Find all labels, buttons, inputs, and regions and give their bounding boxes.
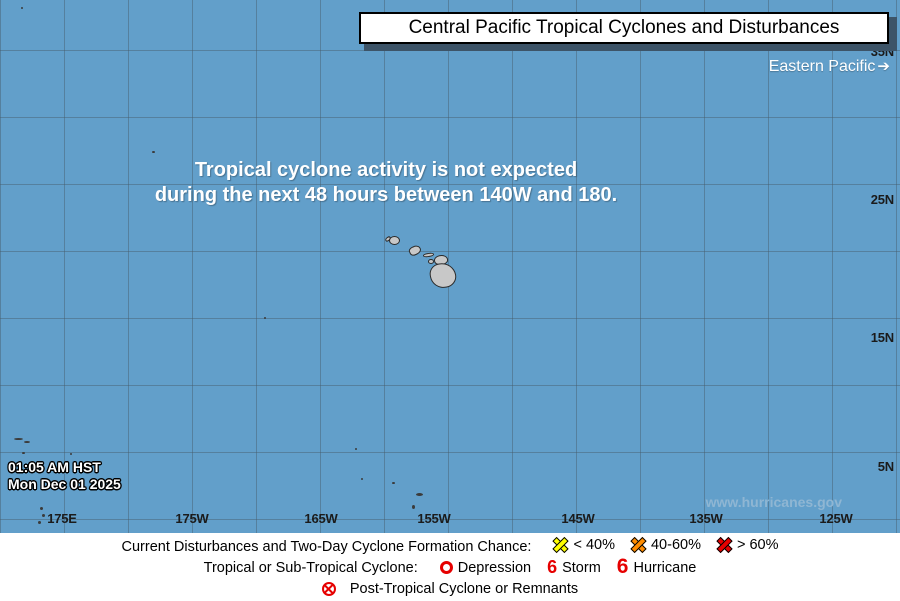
gridline-horizontal [0, 385, 900, 386]
site-watermark: www.hurricanes.gov [705, 494, 842, 510]
longitude-label: 155W [417, 511, 451, 526]
atoll-speck [412, 505, 415, 509]
legend-cyclone-label: Hurricane [633, 559, 697, 576]
legend-cyclone-entry: 6 Storm [547, 557, 601, 577]
legend-cyclone-type-label: Tropical or Sub-Tropical Cyclone: [203, 559, 418, 576]
atoll-speck [42, 514, 45, 517]
atoll-speck [40, 507, 43, 510]
legend-panel: Current Disturbances and Two-Day Cyclone… [0, 533, 900, 601]
title-box: Central Pacific Tropical Cyclones and Di… [359, 12, 889, 44]
gridline-vertical [384, 0, 385, 533]
legend-cyclone-label: Depression [457, 559, 532, 576]
atoll-speck [70, 453, 72, 455]
gridline-vertical [768, 0, 769, 533]
gridline-vertical [512, 0, 513, 533]
legend-chance-entries: < 40% 40-60% > 60% [537, 536, 779, 557]
gridline-horizontal [0, 519, 900, 520]
gridline-vertical [0, 0, 1, 533]
atoll-speck [24, 441, 30, 443]
arrow-right-icon: ➔ [877, 58, 890, 75]
storm-icon: 6 [547, 557, 558, 577]
atoll-speck [21, 7, 23, 9]
legend-row-formation-chance: Current Disturbances and Two-Day Cyclone… [0, 536, 900, 557]
page-title: Central Pacific Tropical Cyclones and Di… [408, 17, 840, 38]
timestamp-time: 01:05 AM HST [8, 459, 101, 475]
longitude-label: 175E [47, 511, 77, 526]
atoll-speck [264, 317, 266, 319]
gridline-vertical [576, 0, 577, 533]
island-oahu [407, 243, 423, 258]
legend-cyclone-entry: 6 Hurricane [616, 555, 697, 578]
x-marker-icon [552, 536, 570, 553]
legend-chance-label: 40-60% [650, 536, 701, 553]
depression-icon [439, 561, 453, 574]
gridline-vertical [832, 0, 833, 533]
gridline-horizontal [0, 452, 900, 453]
atoll-speck [392, 482, 395, 484]
gridline-horizontal [0, 117, 900, 118]
latitude-label: 25N [870, 192, 894, 207]
longitude-label: 145W [561, 511, 595, 526]
gridline-vertical [640, 0, 641, 533]
legend-chance-label: > 60% [736, 536, 779, 553]
atoll-speck [22, 452, 25, 454]
atoll-speck [416, 493, 423, 496]
map-canvas[interactable]: 35N 25N 15N 5N 175E 175W 165W 155W 145W 135W 125W… [0, 0, 900, 533]
longitude-label: 135W [689, 511, 723, 526]
x-marker-icon [630, 536, 647, 553]
legend-cyclone-entries: Depression 6 Storm 6 Hurricane [424, 555, 697, 578]
longitude-label: 165W [304, 511, 338, 526]
gridline-vertical [320, 0, 321, 533]
legend-formation-chance-label: Current Disturbances and Two-Day Cyclone… [121, 538, 532, 555]
post-tropical-icon [321, 581, 336, 596]
atoll-speck [361, 478, 363, 480]
atoll-speck [355, 448, 357, 450]
gridline-horizontal [0, 184, 900, 185]
legend-cyclone-entry: Depression [439, 559, 532, 576]
atoll-speck [14, 438, 23, 440]
eastern-pacific-link[interactable]: Eastern Pacific ➔ [769, 57, 890, 76]
timestamp: 01:05 AM HST Mon Dec 01 2025 [8, 459, 121, 493]
island-kauai [389, 236, 400, 245]
atoll-speck [152, 151, 155, 153]
atoll-speck [38, 521, 41, 524]
island-hawaii [428, 260, 458, 291]
advisory-message: Tropical cyclone activity is not expecte… [0, 158, 772, 208]
latitude-label: 15N [870, 330, 894, 345]
legend-row-post-tropical: Post-Tropical Cyclone or Remnants [0, 578, 900, 599]
hurricane-icon: 6 [616, 555, 629, 578]
latitude-label: 5N [877, 459, 894, 474]
legend-row-cyclone-types: Tropical or Sub-Tropical Cyclone: Depres… [0, 555, 900, 578]
gridline-vertical [128, 0, 129, 533]
gridline-vertical [192, 0, 193, 533]
legend-chance-entry: 40-60% [630, 536, 701, 553]
legend-cyclone-label: Storm [562, 560, 601, 576]
legend-chance-label: < 40% [573, 536, 615, 553]
x-marker-icon [716, 536, 733, 553]
gridline-vertical [256, 0, 257, 533]
gridline-horizontal [0, 318, 900, 319]
gridline-vertical [896, 0, 897, 533]
gridline-horizontal [0, 251, 900, 252]
legend-chance-entry: < 40% [552, 536, 615, 553]
longitude-label: 175W [175, 511, 209, 526]
island-molokai [422, 252, 435, 258]
advisory-message-line1: Tropical cyclone activity is not expecte… [194, 159, 578, 181]
legend-chance-entry: > 60% [716, 536, 779, 553]
advisory-message-line2: during the next 48 hours between 140W an… [154, 184, 618, 206]
longitude-label: 125W [819, 511, 853, 526]
gridline-vertical [704, 0, 705, 533]
timestamp-date: Mon Dec 01 2025 [8, 476, 121, 492]
eastern-pacific-label: Eastern Pacific [768, 58, 876, 75]
legend-post-tropical-label: Post-Tropical Cyclone or Remnants [349, 580, 579, 597]
gridline-vertical [64, 0, 65, 533]
